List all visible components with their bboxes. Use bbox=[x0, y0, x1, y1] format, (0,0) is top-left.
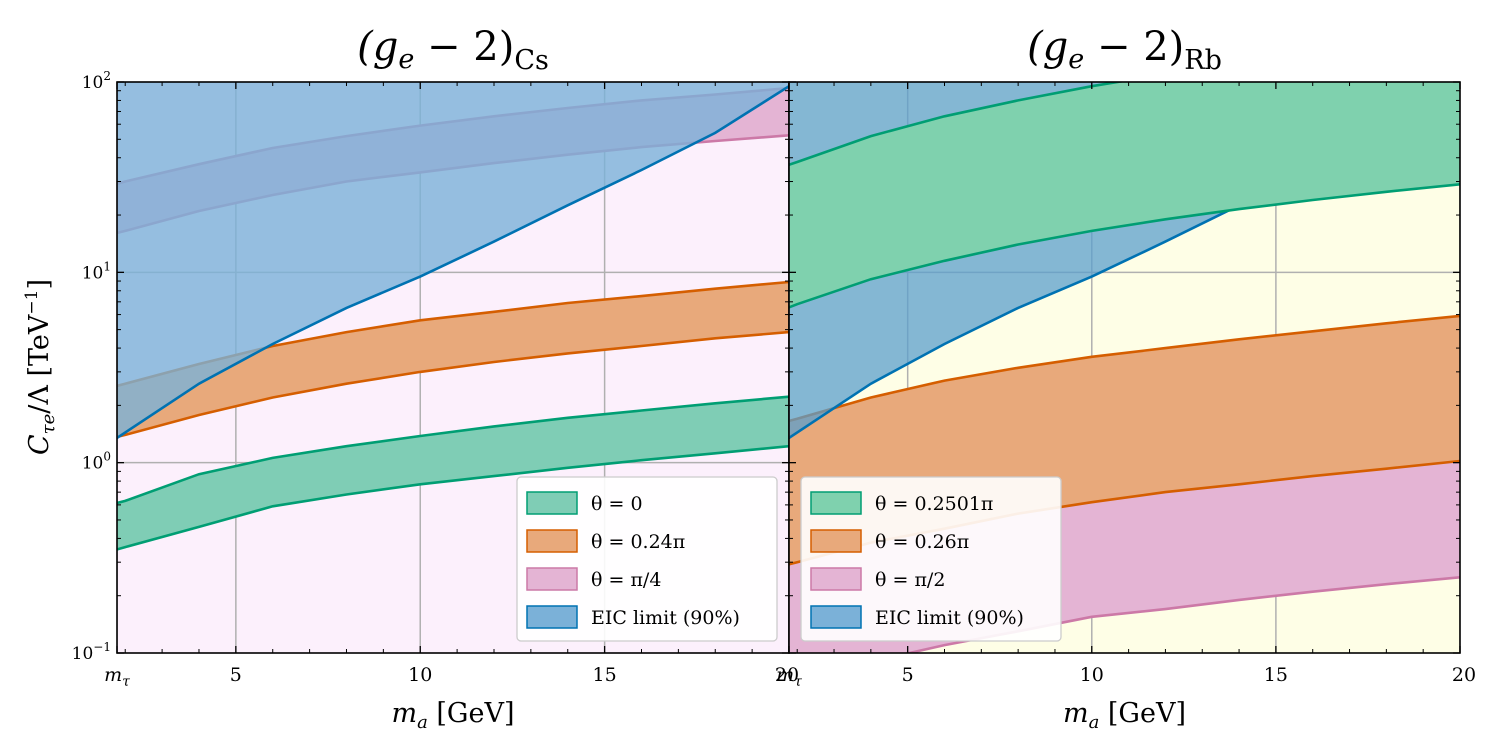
x-tick-label: 15 bbox=[1264, 664, 1288, 686]
x-axis-label: ma [GeV] bbox=[1063, 698, 1186, 733]
axes-frame bbox=[788, 81, 1461, 654]
band-θ = 0 bbox=[117, 396, 789, 550]
x-tick-label: 20 bbox=[775, 664, 799, 686]
x-axis-label: ma [GeV] bbox=[391, 698, 514, 733]
eic-limit-line bbox=[117, 85, 789, 439]
y-tick-label: 100 bbox=[82, 450, 111, 474]
plot-area bbox=[117, 82, 789, 551]
legend-label: θ = π/4 bbox=[591, 569, 661, 591]
y-axis-label: Cτe/Λ [TeV−1] bbox=[22, 279, 59, 455]
y-tick-label: 102 bbox=[82, 69, 111, 93]
band-θ = 0.24π bbox=[117, 282, 789, 437]
legend-swatch bbox=[810, 491, 862, 515]
legend-swatch bbox=[810, 605, 862, 629]
legend-swatch bbox=[526, 491, 578, 515]
y-tick-label: 101 bbox=[82, 259, 111, 283]
x-tick-label: 10 bbox=[1080, 664, 1104, 686]
y-tick-label: 10−1 bbox=[72, 640, 111, 664]
band-lower-line bbox=[903, 576, 1460, 653]
x-tick-label: mτ bbox=[776, 664, 802, 690]
band-upper-line bbox=[117, 395, 789, 505]
legend-swatch bbox=[526, 529, 578, 553]
band-θ = 0.2501π bbox=[789, 82, 1460, 308]
x-tick-label: 20 bbox=[1452, 664, 1476, 686]
x-tick-label: 10 bbox=[408, 664, 432, 686]
x-tick-label: 5 bbox=[230, 664, 242, 686]
legend: θ = 0.2501π θ = 0.26π θ = π/2 EIC limit (90… bbox=[800, 476, 1062, 642]
legend-label: θ = π/2 bbox=[875, 569, 945, 591]
legend-label: θ = 0.26π bbox=[875, 531, 969, 553]
legend-label: θ = 0.2501π bbox=[875, 493, 993, 515]
legend-swatch bbox=[810, 567, 862, 591]
band-lower-line bbox=[789, 183, 1460, 309]
panel-title: (ge − 2)Rb bbox=[1027, 24, 1222, 76]
legend-swatch bbox=[526, 605, 578, 629]
panel-cs: mτ 5 10 15 20 10−1 100 101 102 (ge − 2)Cs ma [GeV]… bbox=[72, 24, 799, 733]
band-lower-line bbox=[117, 330, 789, 439]
legend-label: EIC limit (90%) bbox=[875, 607, 1024, 629]
y-axis-label-text: Cτe/Λ [TeV−1] bbox=[22, 279, 59, 455]
legend-label: EIC limit (90%) bbox=[591, 607, 740, 629]
legend-label: θ = 0.24π bbox=[591, 531, 685, 553]
legend-box bbox=[800, 476, 1062, 642]
legend-box bbox=[516, 476, 778, 642]
legend: θ = 0 θ = 0.24π θ = π/4 EIC limit (90%) bbox=[516, 476, 778, 642]
band-lower-line bbox=[117, 444, 789, 551]
x-tick-label: mτ bbox=[104, 664, 130, 690]
band-upper-line bbox=[789, 314, 1460, 423]
legend-swatch bbox=[810, 529, 862, 553]
legend-swatch bbox=[526, 567, 578, 591]
legend-label: θ = 0 bbox=[591, 493, 643, 515]
x-tick-label: 15 bbox=[593, 664, 617, 686]
panel-title: (ge − 2)Cs bbox=[357, 24, 549, 76]
x-tick-label: 5 bbox=[902, 664, 914, 686]
